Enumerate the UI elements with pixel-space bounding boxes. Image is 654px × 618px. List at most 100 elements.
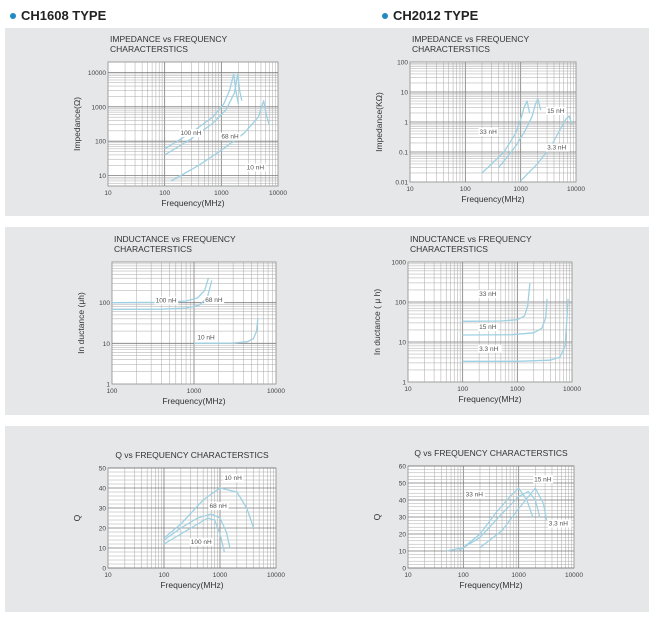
x-tick-label: 1000 xyxy=(213,572,228,579)
y-tick-label: 20 xyxy=(399,532,407,539)
chart-title: CHARACTERSTICS xyxy=(412,44,490,54)
series-label: 15 nH xyxy=(534,476,552,483)
series-label-bg xyxy=(464,490,485,499)
y-tick-label: 10 xyxy=(399,549,407,556)
y-tick-label: 100 xyxy=(95,139,106,146)
chart-1: 100 nH 68 nH 10 nH 10 100 1000 10000 10 100 1000 1… xyxy=(72,34,287,208)
y-tick-label: 30 xyxy=(399,515,407,522)
series-line-3 xyxy=(163,517,226,553)
series-label: 33 nH xyxy=(466,492,484,499)
y-tick-label: 50 xyxy=(399,481,407,488)
y-tick-label: 50 xyxy=(99,466,107,473)
series-label: 10 nH xyxy=(224,475,242,482)
x-tick-label: 10000 xyxy=(565,572,583,579)
series-label-bg xyxy=(154,296,179,305)
x-tick-label: 100 xyxy=(107,388,118,395)
y-tick-label: 10 xyxy=(99,173,107,180)
series-label: 10 nH xyxy=(197,334,215,341)
series-line-2 xyxy=(462,298,548,336)
series-line-3 xyxy=(479,487,548,549)
series-label: 33 nH xyxy=(479,129,497,136)
chart-3: 100 nH 68 nH 10 nH 100 1000 10000 1 10 100 INDUCT… xyxy=(76,234,285,406)
y-tick-label: 30 xyxy=(99,506,107,513)
series-label-bg xyxy=(189,538,214,546)
series-line-3 xyxy=(520,115,573,182)
y-tick-label: 0 xyxy=(402,566,406,573)
y-tick-label: 20 xyxy=(99,526,107,533)
y-tick-label: 10000 xyxy=(88,70,106,77)
series-line-2 xyxy=(111,280,213,311)
x-tick-label: 10000 xyxy=(267,572,285,579)
x-axis-label: Frequency(MHz) xyxy=(459,580,522,590)
series-label-bg xyxy=(547,519,572,528)
series-label: 33 nH xyxy=(479,291,497,298)
y-tick-label: 10 xyxy=(401,90,409,97)
series-label-bg xyxy=(223,474,244,482)
x-tick-label: 100 xyxy=(159,190,170,197)
series-line-1 xyxy=(481,100,531,174)
x-tick-label: 10000 xyxy=(567,186,585,193)
series-label: 68 nH xyxy=(205,297,223,304)
chart-title: IMPEDANCE vs FREQUENCY xyxy=(110,34,227,44)
series-label: 68 nH xyxy=(221,133,239,140)
plot-area xyxy=(407,261,573,383)
x-axis-label: Frequency(MHz) xyxy=(461,194,524,204)
series-line-2 xyxy=(163,513,231,549)
series-line-1 xyxy=(163,487,255,539)
series-label-bg xyxy=(478,323,499,332)
y-tick-label: 0 xyxy=(102,566,106,573)
series-label: 3.3 nH xyxy=(549,521,568,528)
series-label-bg xyxy=(533,475,554,484)
series-label: 15 nH xyxy=(547,108,565,115)
series-label: 15 nH xyxy=(479,324,497,331)
y-tick-label: 100 xyxy=(395,300,406,307)
y-axis-label: Q xyxy=(372,513,382,520)
y-tick-label: 10 xyxy=(399,340,407,347)
x-axis-label: Frequency(MHz) xyxy=(161,198,224,208)
y-tick-label: 10 xyxy=(99,546,107,553)
y-axis-label: Impedance(Ω) xyxy=(72,97,82,151)
y-tick-label: 1000 xyxy=(92,104,107,111)
series-line-2 xyxy=(457,490,541,552)
x-tick-label: 10000 xyxy=(269,190,287,197)
x-tick-label: 10000 xyxy=(267,388,285,395)
series-label: 100 nH xyxy=(180,130,201,137)
y-tick-label: 100 xyxy=(397,60,408,67)
chart-title: CHARACTERSTICS xyxy=(110,44,188,54)
y-tick-label: 40 xyxy=(399,498,407,505)
y-axis-label: In ductance ( μ h) xyxy=(372,289,382,355)
x-tick-label: 10 xyxy=(404,572,412,579)
y-tick-label: 10 xyxy=(103,341,111,348)
series-line-3 xyxy=(170,100,270,182)
series-label-bg xyxy=(478,127,499,136)
bullet-icon xyxy=(382,12,388,19)
chart-2: 33 nH 15 nH 3.3 nH 10 100 1000 10000 0.01 0.1 1 10… xyxy=(374,34,585,204)
x-tick-label: 100 xyxy=(159,572,170,579)
x-tick-label: 100 xyxy=(460,186,471,193)
y-tick-label: 60 xyxy=(399,464,407,471)
x-axis-label: Frequency(MHz) xyxy=(160,580,223,590)
series-label-bg xyxy=(196,333,217,342)
type-header-ch1608: CH1608 TYPE xyxy=(10,8,106,23)
x-tick-label: 1000 xyxy=(513,186,528,193)
x-axis-label: Frequency(MHz) xyxy=(458,394,521,404)
chart-title: IMPEDANCE vs FREQUENCY xyxy=(412,34,529,44)
chart-title: CHARACTERSTICS xyxy=(410,244,488,254)
y-tick-label: 1000 xyxy=(392,260,407,267)
series-label: 100 nH xyxy=(191,539,212,546)
chart-title: CHARACTERSTICS xyxy=(114,244,192,254)
x-tick-label: 1000 xyxy=(510,386,525,393)
y-axis-label: In ductance (μh) xyxy=(76,292,86,354)
chart-title: Q vs FREQUENCY CHARACTERSTICS xyxy=(414,448,568,458)
x-tick-label: 10 xyxy=(104,572,112,579)
x-tick-label: 100 xyxy=(457,386,468,393)
series-line-2 xyxy=(498,98,542,169)
y-axis-label: Impedance(KΩ) xyxy=(374,92,384,152)
type-header-label: CH1608 TYPE xyxy=(21,8,107,23)
x-tick-label: 10 xyxy=(404,386,412,393)
series-label-bg xyxy=(245,163,266,172)
